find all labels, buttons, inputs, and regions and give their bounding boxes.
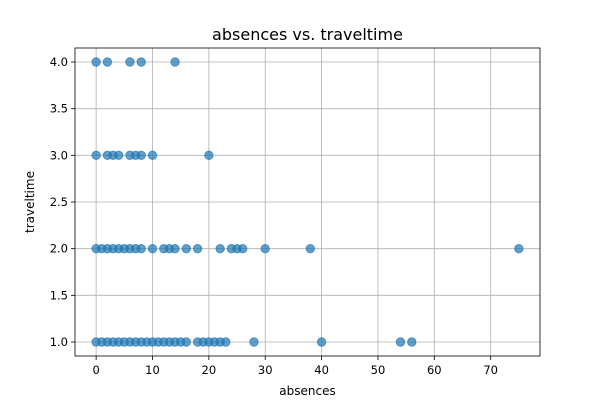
scatter-point [407,337,417,347]
scatter-point [147,243,158,254]
scatter-point [181,243,192,254]
x-tick-label: 60 [427,363,442,377]
y-tick-label: 1.0 [50,335,68,349]
scatter-point [237,243,248,254]
y-tick-label: 1.5 [50,288,68,302]
scatter-point [147,150,158,161]
scatter-point [514,243,524,254]
y-tick-label: 2.5 [50,195,68,209]
scatter-point [221,337,231,347]
scatter-point [249,337,259,347]
x-tick-label: 0 [92,363,99,377]
scatter-point [305,243,316,254]
scatter-point [260,243,270,254]
scatter-point [215,243,225,254]
x-tick-label: 40 [314,363,329,377]
x-axis-label: absences [279,384,335,398]
scatter-point [170,57,180,67]
scatter-point [395,337,406,347]
y-tick-label: 3.0 [50,148,68,162]
y-tick-label: 4.0 [50,55,68,69]
scatter-point [113,150,124,161]
x-tick-label: 30 [258,363,273,377]
scatter-point [204,150,214,161]
y-axis-label: traveltime [23,171,37,233]
scatter-point [316,337,327,347]
scatter-point [91,150,101,161]
x-tick-label: 70 [483,363,498,377]
chart-title: absences vs. traveltime [212,25,403,44]
axis-ticks: 0 10 20 30 40 50 60 70 1.0 1.5 2.0 2.5 3.0 3.5 4.0 [50,55,498,377]
scatter-point [136,243,146,254]
scatter-point [125,57,135,67]
x-tick-label: 10 [145,363,160,377]
scatter-point [192,243,203,254]
scatter-point [136,150,146,161]
y-tick-label: 3.5 [50,102,68,116]
scatter-point [91,57,101,67]
scatter-point [136,57,146,67]
data-points [91,57,524,347]
x-tick-label: 50 [371,363,386,377]
y-tick-label: 2.0 [50,242,68,256]
scatter-point [102,57,113,67]
x-tick-label: 20 [202,363,217,377]
scatter-point [181,337,192,347]
scatter-point [170,243,180,254]
